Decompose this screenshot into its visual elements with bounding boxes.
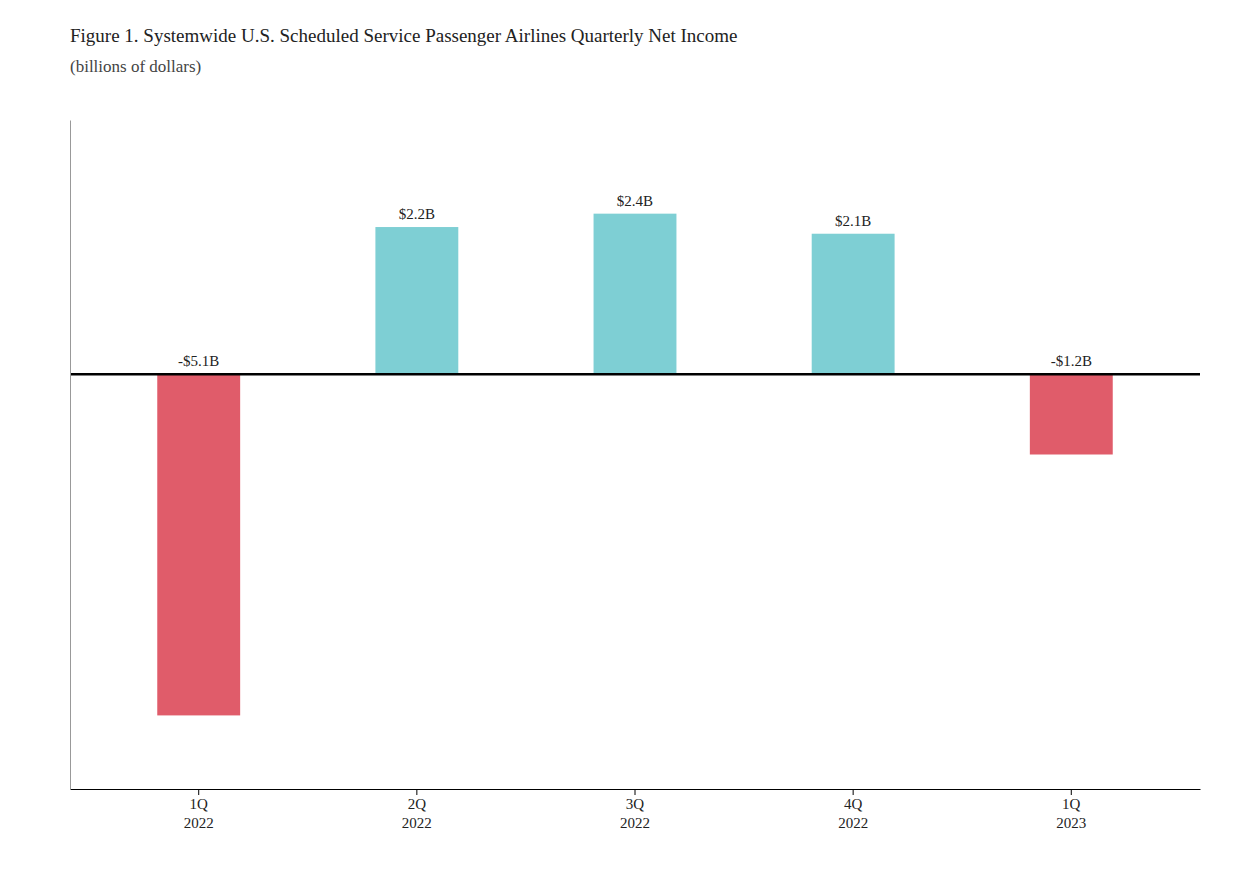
x-tick-label: 4Q 2022 — [838, 796, 868, 832]
x-tick-label: 1Q 2023 — [1056, 796, 1086, 832]
data-labels: -$5.1B $2.2B $2.4B $2.1B -$1.2B — [178, 193, 1092, 370]
subtitle: (billions of dollars) — [70, 57, 201, 76]
x-tick: 2Q 2022 — [402, 789, 432, 831]
plot-area — [157, 214, 1112, 716]
x-tick: 1Q 2022 — [184, 789, 214, 831]
x-tick-label-line: 1Q — [1062, 796, 1081, 812]
data-label: -$1.2B — [1051, 353, 1092, 369]
x-tick-mark — [635, 789, 636, 795]
x-tick-label-line: 2Q — [408, 796, 427, 812]
x-tick-label-line: 4Q — [844, 796, 863, 812]
x-tick-label-line: 2022 — [402, 815, 432, 831]
chart: Figure 1. Systemwide U.S. Scheduled Serv… — [0, 0, 1240, 869]
x-tick-label-line: 1Q — [190, 796, 209, 812]
x-tick-label: 2Q 2022 — [402, 796, 432, 832]
y-axis — [70, 121, 71, 790]
x-tick-label: 1Q 2022 — [184, 796, 214, 832]
x-tick-mark — [853, 789, 854, 795]
data-label: $2.4B — [617, 193, 653, 209]
x-tick-mark — [416, 789, 417, 795]
x-axis: 1Q 2022 2Q 2022 3Q 2022 4Q 2022 1Q 2023 — [71, 789, 1201, 831]
x-tick: 1Q 2023 — [1056, 789, 1086, 831]
x-tick-label-line: 2022 — [838, 815, 868, 831]
bar — [812, 234, 895, 374]
bar — [594, 214, 677, 375]
data-label: $2.1B — [835, 213, 871, 229]
y-axis-line — [70, 121, 71, 790]
bar — [1030, 374, 1113, 454]
x-tick-label-line: 2022 — [620, 815, 650, 831]
x-tick-label-line: 2022 — [184, 815, 214, 831]
data-label: $2.2B — [399, 206, 435, 222]
x-tick: 4Q 2022 — [838, 789, 868, 831]
x-tick-mark — [198, 789, 199, 795]
x-tick-mark — [1071, 789, 1072, 795]
data-label: -$5.1B — [178, 353, 219, 369]
x-tick-label-line: 2023 — [1056, 815, 1086, 831]
zero-line — [70, 373, 1200, 376]
x-tick-label-line: 3Q — [626, 796, 645, 812]
x-tick-label: 3Q 2022 — [620, 796, 650, 832]
title: Figure 1. Systemwide U.S. Scheduled Serv… — [70, 25, 738, 46]
x-tick: 3Q 2022 — [620, 789, 650, 831]
bar — [375, 227, 458, 374]
bar — [157, 374, 240, 715]
